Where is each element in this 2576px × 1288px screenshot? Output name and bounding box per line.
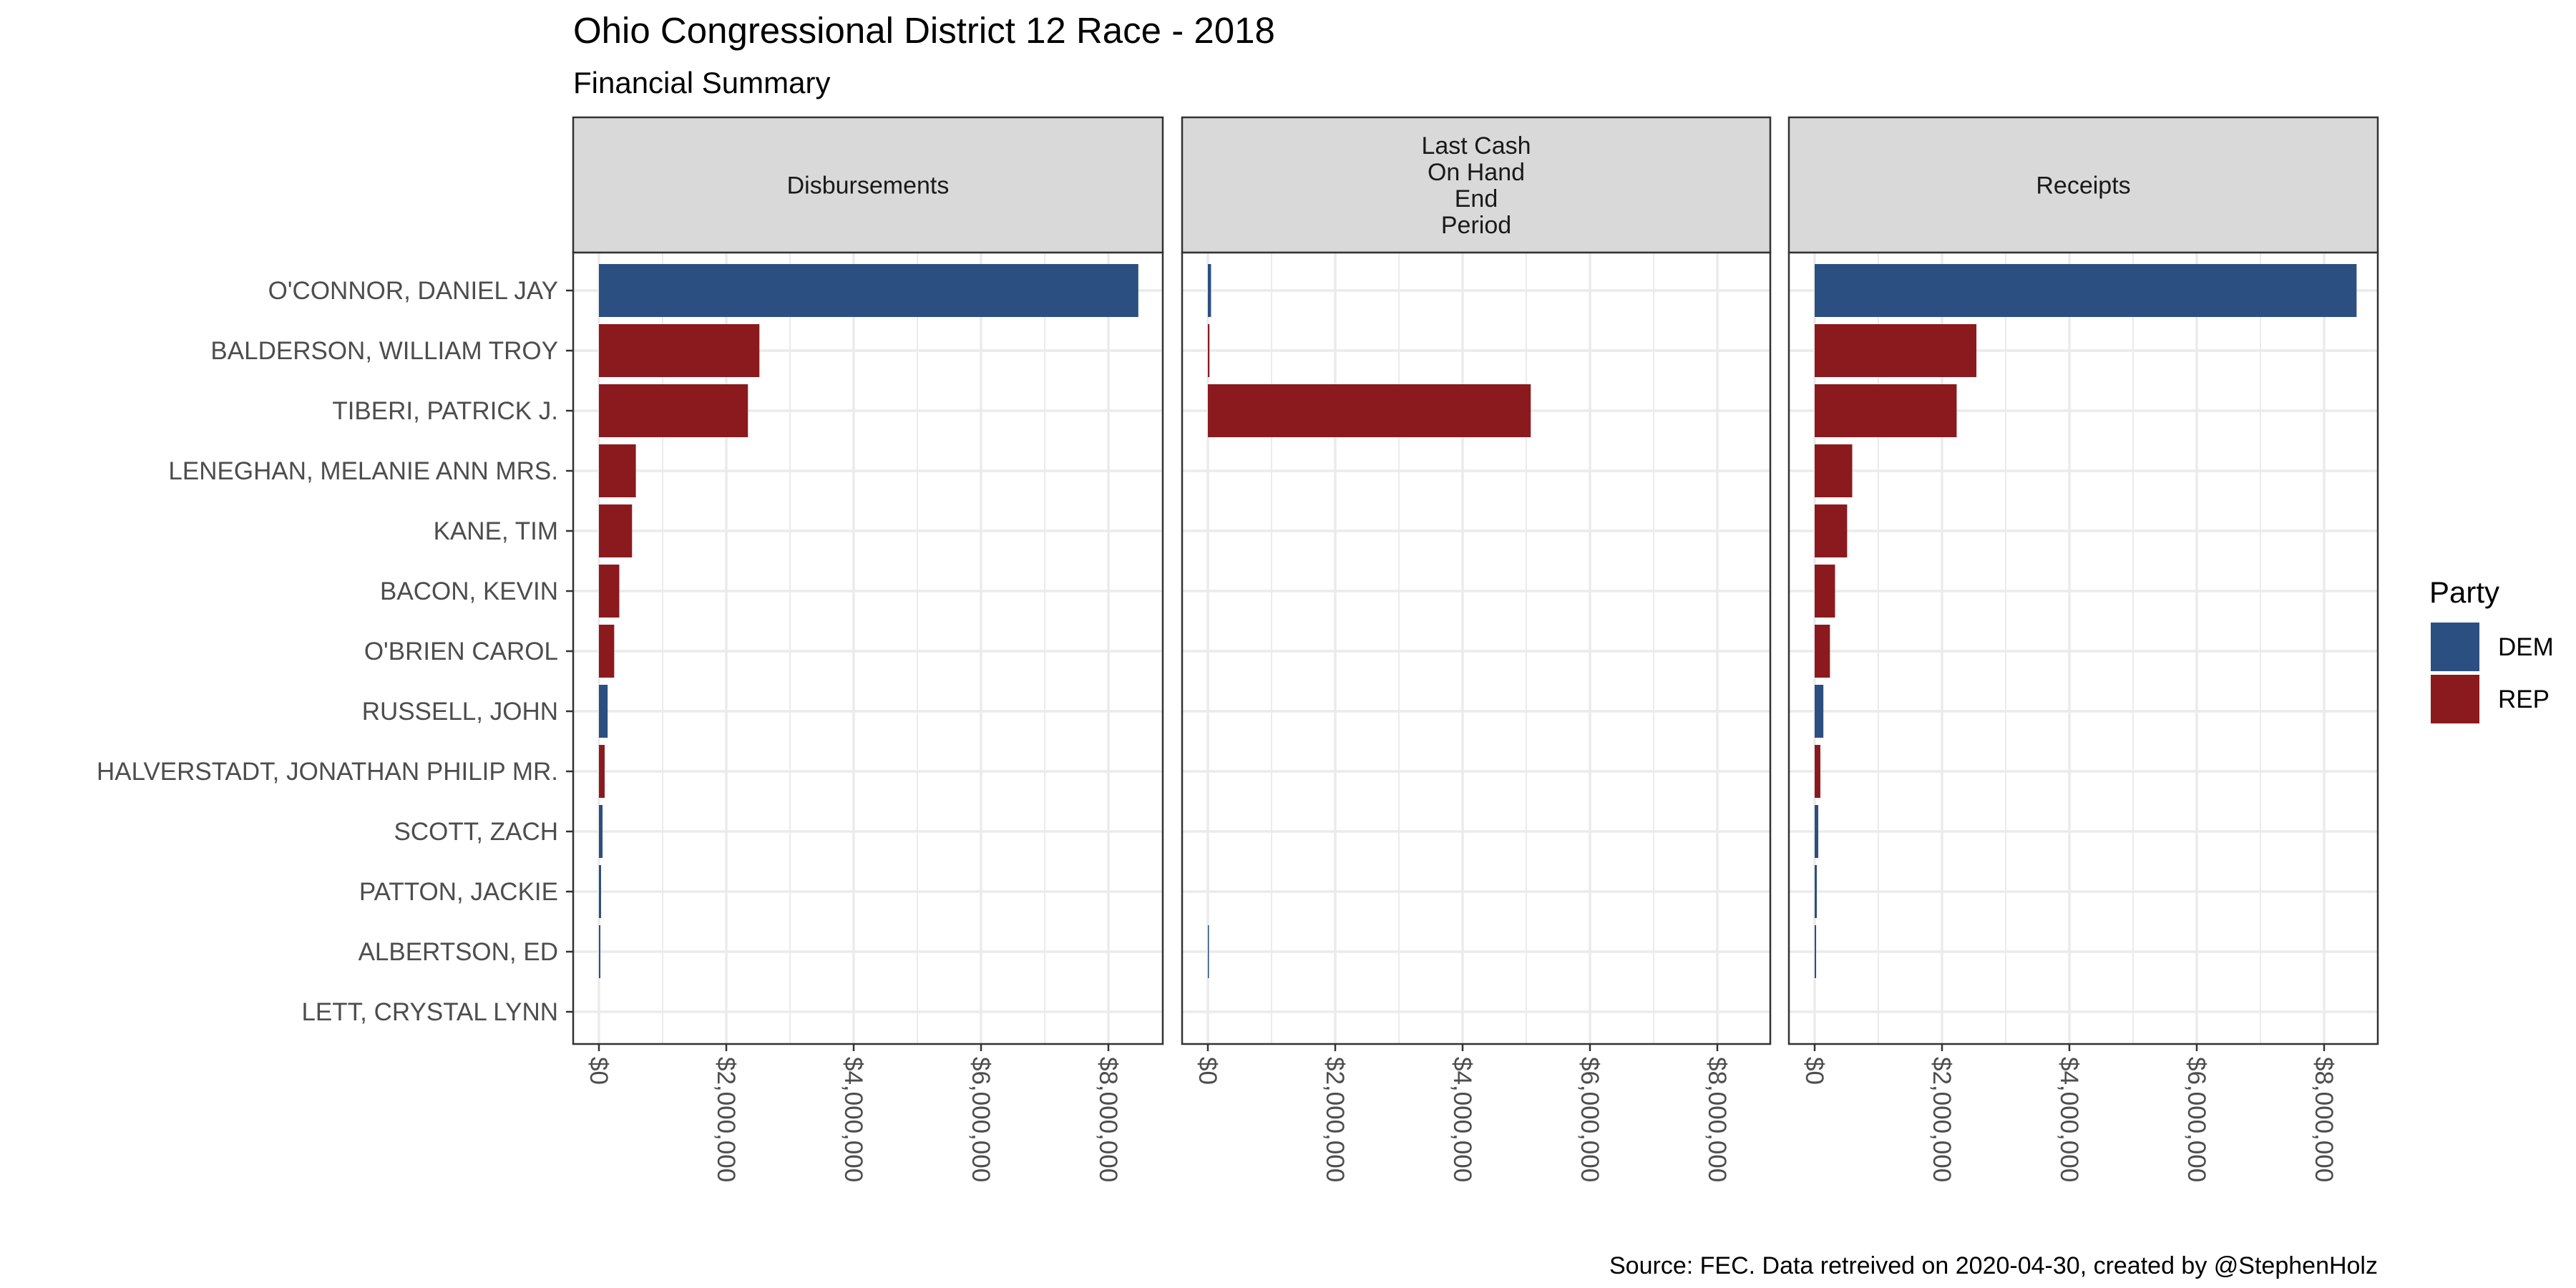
facet-panel-2: Receipts $0 $2,000,000 $4,000,000 $6,000,000… (1787, 116, 2379, 1182)
y-tick-label: BACON, KEVIN (380, 577, 558, 605)
x-tick-label: $4,000,000 (1448, 1057, 1476, 1182)
y-tick-label: SCOTT, ZACH (394, 818, 558, 846)
x-tick-label: $8,000,000 (1703, 1057, 1731, 1182)
bar (599, 565, 620, 618)
facet-strip-label: Disbursements (787, 172, 950, 200)
y-tick-label: RUSSELL, JOHN (362, 698, 558, 726)
panel-border (572, 251, 1164, 1045)
facet-strip (1181, 116, 1772, 254)
y-tick-label: LENEGHAN, MELANIE ANN MRS. (168, 457, 558, 485)
x-tick-label: $0 (1194, 1057, 1221, 1085)
y-tick-label: O'BRIEN CAROL (364, 638, 558, 665)
bar (599, 805, 603, 858)
legend-label: REP (2498, 686, 2550, 713)
legend-swatch-dem (2431, 623, 2479, 671)
bar (1815, 324, 1977, 377)
chart-subtitle: Financial Summary (573, 66, 830, 99)
facet-strip (572, 116, 1164, 254)
x-tick-label: $8,000,000 (2310, 1057, 2338, 1182)
y-tick-label: TIBERI, PATRICK J. (332, 397, 558, 425)
facet-panels: Disbursements $0 $2,000,000 $4,000,000 $6,00… (572, 116, 2379, 1182)
bar (599, 685, 608, 738)
facet-strip-label: Receipts (2036, 172, 2130, 200)
bar (1815, 384, 1957, 437)
x-tick-label: $6,000,000 (967, 1057, 995, 1182)
x-tick-label: $2,000,000 (1321, 1057, 1349, 1182)
bar (1815, 264, 2357, 317)
bar (1815, 444, 1853, 497)
bar (599, 324, 760, 377)
panel-border (1787, 251, 2379, 1045)
bar (599, 865, 602, 918)
x-tick-label: $0 (585, 1057, 613, 1085)
bar (599, 625, 615, 678)
bar (1815, 625, 1830, 678)
x-tick-label: $6,000,000 (2182, 1057, 2210, 1182)
bar (599, 745, 605, 798)
facet-strip-label: Period (1441, 212, 1511, 239)
facet-strip (1787, 116, 2379, 254)
legend-swatch-rep (2431, 675, 2479, 723)
x-tick-label: $2,000,000 (712, 1057, 740, 1182)
x-tick-label: $6,000,000 (1576, 1057, 1604, 1182)
bar (1815, 685, 1824, 738)
x-tick-label: $2,000,000 (1928, 1057, 1956, 1182)
chart-caption: Source: FEC. Data retreived on 2020-04-3… (1609, 1252, 2378, 1279)
bar (599, 384, 748, 437)
legend: Party DEM REP (2429, 575, 2554, 723)
x-tick-label: $4,000,000 (839, 1057, 867, 1182)
y-tick-label: HALVERSTADT, JONATHAN PHILIP MR. (97, 758, 558, 786)
bar (1815, 504, 1848, 557)
y-tick-label: LETT, CRYSTAL LYNN (301, 998, 558, 1026)
bar (1208, 384, 1531, 437)
chart-title: Ohio Congressional District 12 Race - 20… (573, 10, 1275, 51)
facet-strip-label: Last Cash (1421, 132, 1531, 160)
bar (1208, 925, 1209, 978)
bar (1815, 565, 1835, 618)
bar (1208, 324, 1210, 377)
y-tick-label: PATTON, JACKIE (359, 878, 558, 906)
x-tick-label: $8,000,000 (1094, 1057, 1122, 1182)
bar (599, 504, 633, 557)
bar (1815, 925, 1817, 978)
facet-strip-label: End (1455, 185, 1498, 213)
bar (599, 444, 636, 497)
bar (1815, 745, 1821, 798)
x-tick-label: $4,000,000 (2055, 1057, 2083, 1182)
x-tick-label: $0 (1800, 1057, 1828, 1085)
bar (1208, 264, 1211, 317)
bar (599, 925, 601, 978)
facet-strip-label: On Hand (1428, 159, 1525, 186)
legend-title: Party (2429, 575, 2499, 609)
bar (1815, 805, 1819, 858)
legend-label: DEM (2498, 633, 2554, 661)
y-tick-label: KANE, TIM (434, 517, 558, 545)
panel-border (1181, 251, 1772, 1045)
panel-background (1182, 253, 1770, 1044)
facet-panel-0: Disbursements $0 $2,000,000 $4,000,000 $6,00… (572, 116, 1164, 1182)
bar (599, 264, 1138, 317)
y-tick-label: ALBERTSON, ED (358, 938, 558, 966)
bar (1815, 865, 1818, 918)
y-tick-label: BALDERSON, WILLIAM TROY (210, 337, 558, 365)
y-tick-label: O'CONNOR, DANIEL JAY (268, 277, 558, 305)
y-axis-labels: O'CONNOR, DANIEL JAY BALDERSON, WILLIAM T… (97, 277, 573, 1026)
